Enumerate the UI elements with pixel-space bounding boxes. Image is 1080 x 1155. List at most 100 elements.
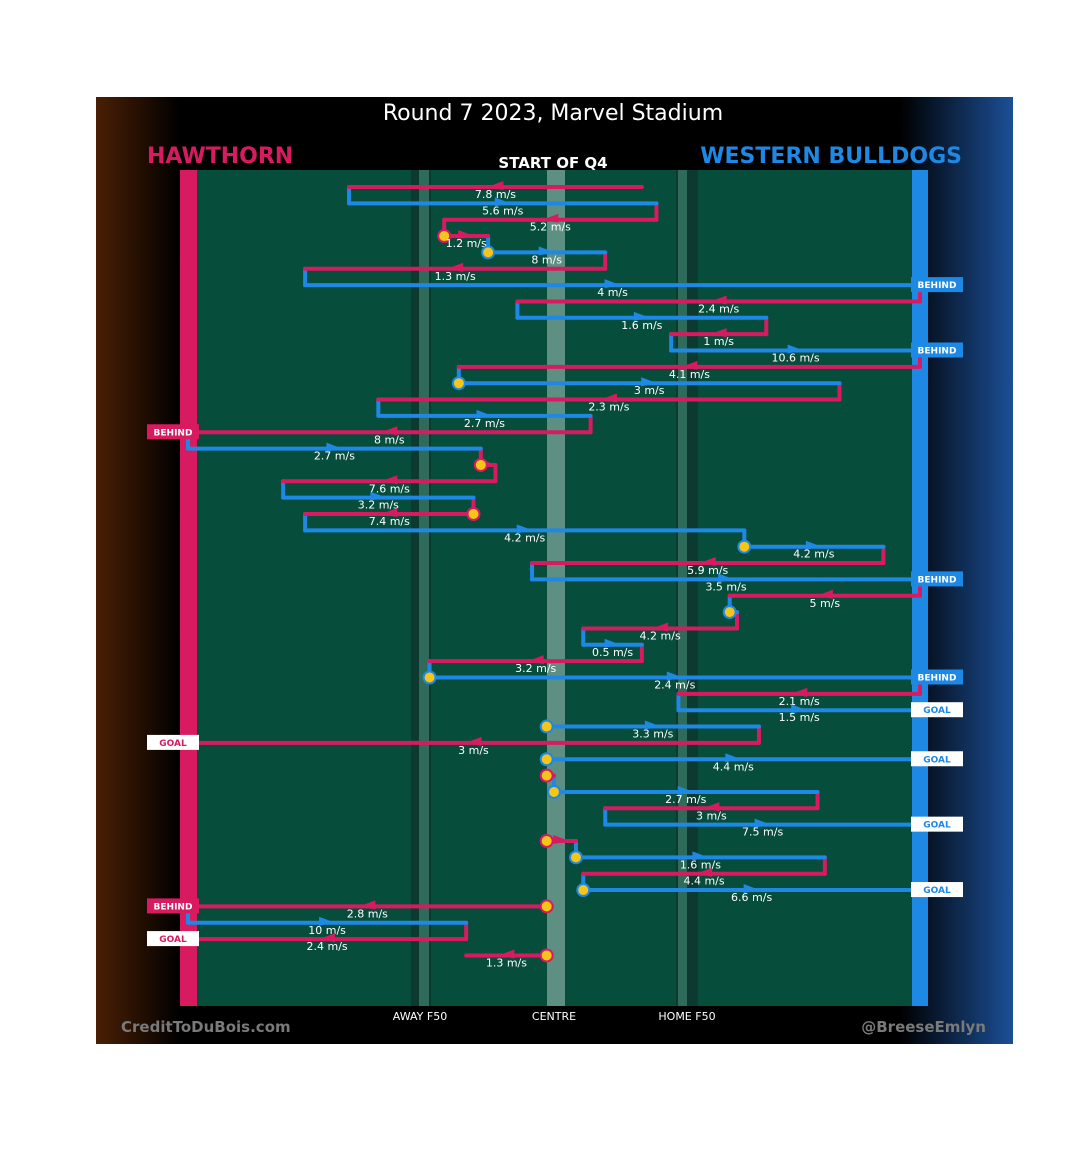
chain-arrow	[326, 442, 343, 452]
speed-label: 5.2 m/s	[530, 221, 571, 234]
chain-arrow	[487, 181, 504, 190]
chain-arrow	[743, 884, 760, 894]
speed-label: 3 m/s	[696, 809, 727, 822]
badge-text: BEHIND	[918, 575, 957, 585]
speed-label: 2.3 m/s	[588, 401, 629, 414]
chain-arrow	[791, 704, 808, 714]
chain-arrow	[498, 949, 515, 959]
stoppage-marker	[466, 507, 481, 521]
chain-arrow	[553, 835, 570, 844]
chain-arrow	[538, 246, 555, 256]
speed-label: 3.2 m/s	[358, 499, 399, 512]
label-away-f50: AWAY F50	[393, 1010, 447, 1023]
speed-label: 4.2 m/s	[504, 531, 545, 544]
away-f50-inner	[419, 170, 429, 1006]
stoppage-marker	[422, 670, 437, 685]
chain-arrow	[681, 360, 698, 370]
chain-arrow	[725, 753, 742, 763]
home-team-label: HAWTHORN	[147, 144, 293, 169]
speed-label: 3 m/s	[458, 744, 489, 757]
chain-arrow	[319, 916, 336, 926]
speed-label: 5.6 m/s	[482, 204, 523, 217]
stoppage-marker	[547, 784, 561, 799]
stoppage-marker	[481, 245, 496, 260]
speed-label: 3 m/s	[634, 384, 665, 397]
speed-label: 7.8 m/s	[475, 188, 516, 201]
speed-label: 3.5 m/s	[705, 580, 746, 593]
badge-box	[911, 669, 963, 685]
chain-arrow	[787, 344, 804, 354]
chain-arrow	[710, 328, 727, 338]
chain-arrow	[494, 197, 511, 207]
badge-box	[911, 342, 963, 358]
chain-arrow	[699, 557, 716, 567]
badge-text: BEHIND	[918, 674, 957, 684]
speed-label: 4.1 m/s	[669, 368, 710, 381]
goal-badge: GOAL	[147, 931, 199, 947]
stoppage-marker	[539, 834, 554, 848]
badge-text: GOAL	[923, 755, 951, 765]
speed-label: 1.3 m/s	[486, 956, 527, 969]
badge-text: GOAL	[159, 739, 187, 749]
stoppage-marker	[576, 883, 591, 898]
badge-box	[911, 571, 963, 587]
badge-text: BEHIND	[918, 347, 957, 357]
badge-text: BEHIND	[154, 428, 193, 438]
behind-badge: BEHIND	[911, 277, 963, 293]
chain-arrow	[604, 638, 621, 648]
goal-badge: GOAL	[911, 816, 963, 832]
speed-label: 3.2 m/s	[515, 662, 556, 675]
chain-arrow	[633, 311, 650, 321]
chain-arrow	[641, 377, 658, 387]
chain-arrow	[465, 736, 482, 746]
speed-label: 0.5 m/s	[592, 646, 633, 659]
goal-badge: GOAL	[147, 734, 199, 750]
chain-arrow	[447, 262, 464, 272]
speed-label: 10.6 m/s	[771, 352, 819, 365]
background-left-fade	[96, 97, 180, 1044]
speed-label: 4 m/s	[597, 286, 628, 299]
chain-arrow	[359, 900, 376, 910]
chain-arrow	[718, 573, 735, 583]
chain-arrow	[805, 540, 822, 550]
speed-label: 6.6 m/s	[731, 891, 772, 904]
chart-subtitle: START OF Q4	[498, 154, 607, 172]
speed-label: 8 m/s	[374, 433, 405, 446]
badge-text: BEHIND	[154, 902, 193, 912]
chain-arrow	[527, 655, 544, 665]
badge-box	[911, 751, 963, 767]
speed-label: 5 m/s	[810, 597, 841, 610]
chain-arrow	[458, 230, 475, 240]
speed-label: 10 m/s	[308, 924, 346, 937]
chain-arrow	[644, 720, 661, 730]
chain-arrow	[604, 279, 621, 289]
chain-arrow	[692, 851, 709, 861]
chain-arrow	[319, 933, 336, 943]
speed-label: 4.2 m/s	[793, 548, 834, 561]
stoppage-marker	[539, 899, 554, 914]
credit-left: CreditToDuBois.com	[121, 1018, 291, 1036]
home-f50-inner	[678, 170, 687, 1006]
speed-label: 2.4 m/s	[698, 302, 739, 315]
speed-label: 1.6 m/s	[621, 319, 662, 332]
speed-label: 7.5 m/s	[742, 826, 783, 839]
behind-badge: BEHIND	[911, 342, 963, 358]
chain-arrow	[677, 785, 694, 795]
badge-text: GOAL	[923, 821, 951, 831]
chain-arrow	[652, 622, 669, 632]
speed-label: 1.3 m/s	[435, 270, 476, 283]
behind-badge: BEHIND	[911, 571, 963, 587]
stoppage-marker	[539, 768, 554, 783]
stoppage-marker	[539, 752, 554, 767]
badge-box	[911, 702, 963, 718]
credit-right: @BreeseEmlyn	[861, 1018, 986, 1036]
speed-label: 7.6 m/s	[369, 482, 410, 495]
speed-label: 2.1 m/s	[779, 695, 820, 708]
chain-arrow	[381, 508, 398, 517]
speed-label: 2.7 m/s	[665, 793, 706, 806]
chain-arrow	[703, 802, 720, 812]
speed-label: 4.4 m/s	[713, 760, 754, 773]
badge-text: GOAL	[923, 706, 951, 716]
chain-arrow	[791, 687, 808, 697]
badge-box	[911, 277, 963, 293]
